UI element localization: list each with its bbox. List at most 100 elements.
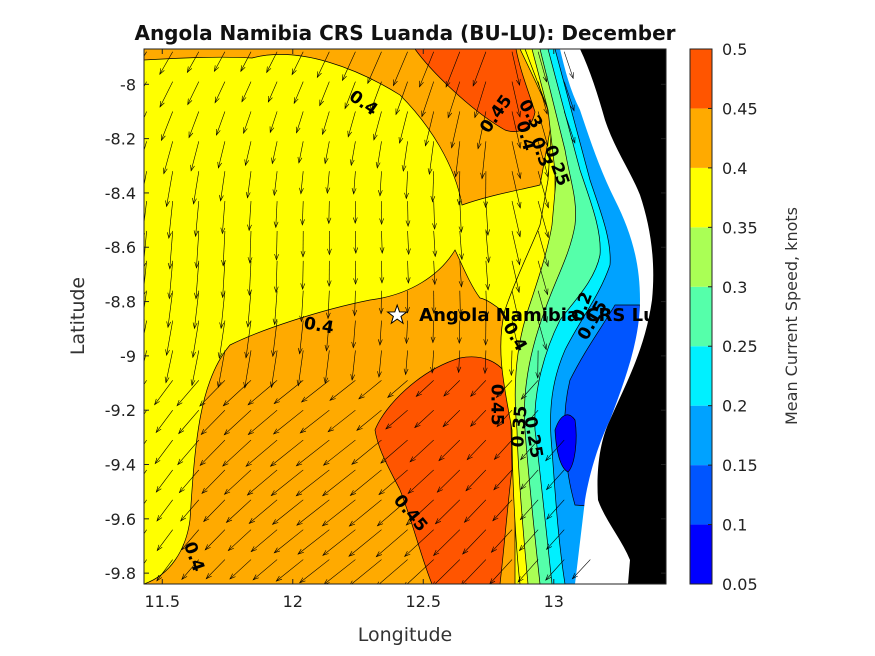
current-vector: [245, 320, 252, 358]
colorbar-label: Mean Current Speed, knots: [782, 207, 801, 425]
current-vector-head: [509, 369, 514, 377]
current-vector-head: [273, 286, 279, 294]
map-plot[interactable]: 0.4 0.450.30.40.30.250.4 0.40.20.150.45 0.3…: [131, 49, 790, 587]
current-vector-head: [225, 516, 233, 523]
current-vector: [381, 230, 383, 254]
station-marker[interactable]: Angola Namibia CRS Luanda (BU-LU): [386, 303, 790, 326]
current-vector-head: [495, 391, 502, 399]
current-vector: [378, 350, 382, 378]
current-vector-head: [326, 280, 332, 288]
current-vector-head: [244, 351, 250, 359]
current-vector-head: [514, 340, 520, 348]
current-vector: [537, 141, 549, 178]
y-tick-label: -9.6: [105, 510, 136, 529]
current-vector: [546, 469, 565, 490]
current-vector: [379, 320, 382, 346]
current-vector: [511, 171, 521, 208]
current-vector: [406, 320, 408, 344]
current-vector-head: [216, 129, 221, 136]
current-vector: [247, 171, 252, 198]
current-vector-head: [353, 278, 358, 285]
current-vector-head: [250, 546, 257, 553]
colorbar-frame: [689, 48, 713, 585]
current-vector: [302, 260, 304, 290]
current-vector: [156, 559, 173, 582]
current-vector: [433, 529, 461, 556]
colorbar-swatch: [690, 346, 712, 406]
current-vector: [226, 499, 252, 523]
current-vector: [563, 51, 574, 79]
current-vector-head: [492, 515, 499, 522]
current-vector: [199, 380, 226, 407]
current-vector: [395, 81, 408, 115]
current-vector-head: [156, 544, 163, 552]
colorbar-tick-label: 0.35: [722, 218, 758, 237]
current-vector: [522, 409, 539, 428]
current-vector: [199, 439, 226, 466]
current-vector-head: [164, 376, 170, 384]
current-vector-head: [535, 372, 541, 379]
current-vector-head: [219, 322, 224, 330]
colorbar-swatch: [690, 108, 712, 168]
current-vector: [537, 230, 549, 267]
contour-label: 0.45: [486, 384, 506, 426]
current-vector: [274, 290, 278, 325]
current-vector-head: [299, 577, 306, 584]
current-vector-head: [516, 172, 522, 180]
current-vector-head: [377, 371, 382, 378]
y-tick-label: -9.2: [105, 401, 136, 420]
current-vector: [455, 141, 461, 177]
current-vector: [511, 260, 520, 293]
current-vector-head: [217, 352, 223, 360]
current-vector: [545, 559, 565, 581]
current-vector: [176, 380, 200, 406]
current-vector-head: [403, 368, 409, 376]
current-vector-head: [155, 426, 162, 434]
current-vector: [229, 559, 252, 580]
current-vector-head: [167, 262, 173, 270]
current-vector-head: [373, 133, 378, 141]
current-vector-head: [447, 111, 453, 119]
current-vector-head: [546, 513, 553, 520]
current-vector-head: [401, 165, 407, 172]
current-vector: [276, 559, 304, 582]
current-vector: [328, 201, 330, 224]
current-vector: [432, 171, 435, 202]
current-vector: [350, 141, 356, 166]
current-vector: [269, 111, 278, 133]
current-vector: [376, 141, 382, 168]
current-vector: [521, 380, 539, 400]
current-vector-head: [273, 221, 279, 229]
current-vector: [407, 260, 409, 284]
current-vector: [511, 201, 521, 237]
current-vector-head: [300, 251, 306, 258]
colorbar-swatch: [690, 465, 712, 525]
current-vector: [220, 290, 226, 329]
current-vector: [470, 409, 487, 427]
current-vector: [187, 81, 200, 105]
current-vector: [169, 260, 174, 299]
current-vector-head: [246, 321, 251, 328]
current-vector: [217, 350, 226, 388]
current-vector: [429, 141, 435, 175]
current-vector: [329, 380, 356, 401]
current-vector-head: [493, 453, 500, 460]
current-vector-head: [269, 381, 275, 389]
y-tick-label: -8: [120, 75, 136, 94]
current-vector-head: [300, 283, 306, 290]
current-vector: [385, 409, 408, 430]
current-vector-head: [516, 230, 522, 238]
current-vector: [511, 51, 520, 86]
current-vector: [472, 51, 487, 87]
current-vector-head: [457, 308, 463, 316]
current-vector-head: [187, 98, 193, 106]
current-vector-head: [485, 229, 490, 236]
current-vector: [324, 350, 330, 384]
current-vector-head: [406, 248, 411, 256]
current-vector-head: [178, 486, 185, 494]
current-vector-head: [515, 286, 521, 294]
current-vector-head: [375, 551, 383, 558]
current-vector: [489, 559, 513, 584]
current-vector: [247, 380, 278, 406]
current-vector: [274, 380, 304, 404]
